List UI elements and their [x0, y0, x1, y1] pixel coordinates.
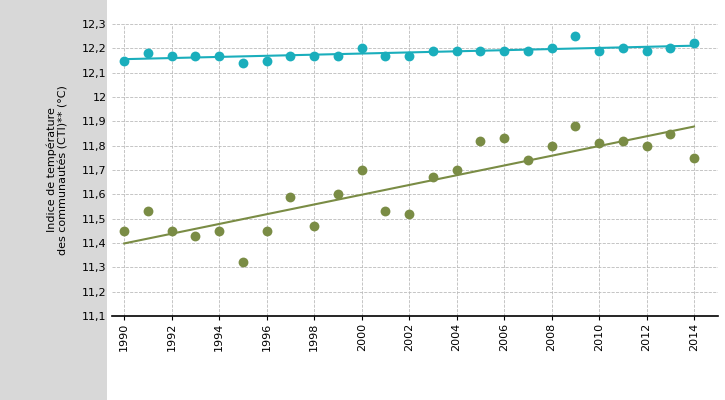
- Point: [332, 191, 344, 198]
- Point: [166, 228, 178, 234]
- Point: [570, 33, 581, 39]
- Point: [451, 167, 463, 173]
- Point: [213, 52, 225, 59]
- Point: [380, 52, 392, 59]
- Point: [641, 142, 652, 149]
- Point: [142, 50, 154, 56]
- Point: [380, 208, 392, 214]
- Point: [665, 45, 676, 52]
- Point: [427, 174, 439, 180]
- Point: [308, 223, 320, 229]
- Point: [285, 194, 297, 200]
- Point: [332, 52, 344, 59]
- Point: [546, 45, 558, 52]
- Point: [356, 167, 368, 173]
- Point: [237, 259, 249, 266]
- Point: [522, 48, 534, 54]
- Point: [118, 57, 130, 64]
- Point: [498, 48, 510, 54]
- Point: [593, 140, 605, 146]
- Point: [617, 138, 629, 144]
- Point: [190, 232, 202, 239]
- Point: [261, 228, 273, 234]
- Point: [665, 130, 676, 137]
- Point: [118, 228, 130, 234]
- Point: [142, 208, 154, 214]
- Point: [475, 48, 486, 54]
- Point: [617, 45, 629, 52]
- Point: [427, 48, 439, 54]
- Point: [403, 210, 415, 217]
- Point: [403, 52, 415, 59]
- Point: [570, 123, 581, 129]
- Point: [166, 52, 178, 59]
- Point: [593, 48, 605, 54]
- Point: [261, 57, 273, 64]
- Point: [688, 40, 700, 47]
- Point: [237, 60, 249, 66]
- Point: [451, 48, 463, 54]
- Point: [522, 157, 534, 164]
- Point: [688, 155, 700, 161]
- Point: [308, 52, 320, 59]
- Point: [546, 142, 558, 149]
- Point: [356, 45, 368, 52]
- Point: [498, 135, 510, 142]
- Point: [285, 52, 297, 59]
- Point: [475, 138, 486, 144]
- Y-axis label: Indice de température
des communautés (CTI)** (°C): Indice de température des communautés (C…: [46, 85, 68, 255]
- Point: [213, 228, 225, 234]
- Point: [190, 52, 202, 59]
- Point: [641, 48, 652, 54]
